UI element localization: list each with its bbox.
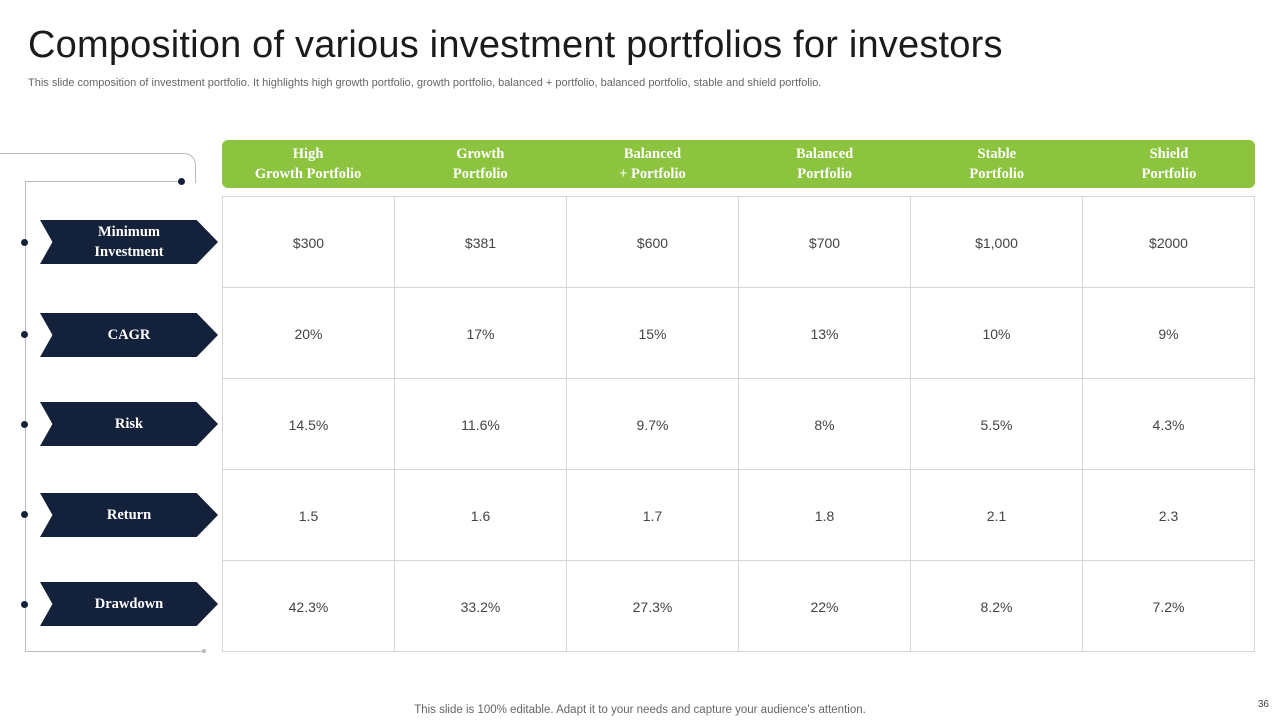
table-cell: 33.2% — [395, 561, 567, 652]
row-dot — [21, 601, 28, 608]
table-cell: 9.7% — [567, 379, 739, 470]
slide-footer: This slide is 100% editable. Adapt it to… — [414, 704, 866, 716]
table-cell: 22% — [739, 561, 911, 652]
table-cell: 8.2% — [911, 561, 1083, 652]
table-cell: 1.5 — [223, 470, 395, 561]
row-dot — [21, 239, 28, 246]
table-header: High Growth Portfolio Growth Portfolio B… — [222, 140, 1255, 188]
table-cell: 11.6% — [395, 379, 567, 470]
table-cell: 2.3 — [1083, 470, 1255, 561]
table-cell: 8% — [739, 379, 911, 470]
table-cell: 1.8 — [739, 470, 911, 561]
row-label-minimum-investment: Minimum Investment — [40, 220, 218, 264]
column-header-stable: Stable Portfolio — [969, 146, 1025, 182]
column-header-shield: Shield Portfolio — [1141, 146, 1197, 182]
row-label-cagr: CAGR — [40, 313, 218, 357]
slide-title: Composition of various investment portfo… — [28, 24, 1003, 66]
table-cell: 15% — [567, 288, 739, 379]
table-cell: 5.5% — [911, 379, 1083, 470]
table-cell: 4.3% — [1083, 379, 1255, 470]
table-cell: 17% — [395, 288, 567, 379]
table-cell: $700 — [739, 197, 911, 288]
column-header-balanced-plus: Balanced + Portfolio — [619, 146, 686, 182]
table-cell: 9% — [1083, 288, 1255, 379]
row-label-drawdown: Drawdown — [40, 582, 218, 626]
connector-bottom — [25, 651, 204, 652]
connector-vertical — [25, 181, 26, 651]
table-cell: 13% — [739, 288, 911, 379]
table-cell: 42.3% — [223, 561, 395, 652]
table-cell: 10% — [911, 288, 1083, 379]
connector-dot-top — [178, 178, 185, 185]
table-cell: 14.5% — [223, 379, 395, 470]
table-cell: 1.7 — [567, 470, 739, 561]
table-cell: 1.6 — [395, 470, 567, 561]
table-cell: $300 — [223, 197, 395, 288]
page-number: 36 — [1257, 699, 1269, 710]
column-header-high-growth: High Growth Portfolio — [254, 146, 362, 182]
row-dot — [21, 421, 28, 428]
table-cell: 7.2% — [1083, 561, 1255, 652]
table-cell: 20% — [223, 288, 395, 379]
table-cell: 2.1 — [911, 470, 1083, 561]
table-cell: $600 — [567, 197, 739, 288]
row-label-return: Return — [40, 493, 218, 537]
table-cell: $381 — [395, 197, 567, 288]
connector-top — [0, 153, 196, 183]
connector-horizontal — [25, 181, 182, 182]
connector-dot-bottom — [202, 649, 206, 653]
row-label-risk: Risk — [40, 402, 218, 446]
row-dot — [21, 331, 28, 338]
slide-subtitle: This slide composition of investment por… — [28, 77, 822, 89]
table-cell: 27.3% — [567, 561, 739, 652]
table-cell: $1,000 — [911, 197, 1083, 288]
column-header-growth: Growth Portfolio — [452, 146, 508, 182]
row-dot — [21, 511, 28, 518]
column-header-balanced: Balanced Portfolio — [796, 146, 854, 182]
table-cell: $2000 — [1083, 197, 1255, 288]
portfolio-table: $300 $381 $600 $700 $1,000 $2000 20% 17%… — [222, 196, 1255, 652]
